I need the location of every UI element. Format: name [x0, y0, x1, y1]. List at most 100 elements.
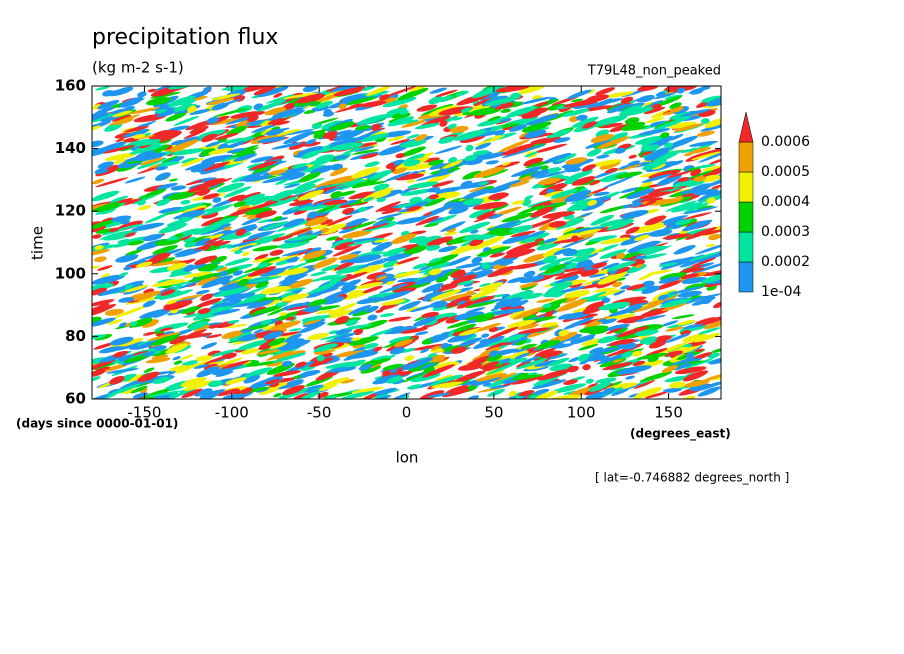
field-texture: [265, 128, 285, 136]
field-texture: [203, 363, 218, 370]
field-texture: [233, 200, 251, 207]
field-texture: [571, 216, 581, 221]
field-texture: [607, 103, 630, 114]
field-texture: [336, 350, 365, 358]
field-texture: [628, 154, 637, 159]
field-texture: [235, 228, 247, 236]
field-texture: [439, 95, 454, 102]
field-texture: [197, 263, 219, 272]
field-texture: [269, 342, 288, 349]
field-texture: [393, 339, 413, 348]
field-texture: [696, 130, 715, 137]
field-texture: [169, 178, 178, 182]
field-texture: [558, 329, 569, 337]
field-texture: [95, 177, 129, 188]
field-texture: [613, 290, 626, 296]
field-texture: [616, 365, 652, 375]
field-texture: [257, 136, 287, 143]
field-texture: [606, 219, 634, 231]
field-texture: [142, 233, 164, 242]
field-texture: [165, 139, 199, 154]
field-texture: [577, 353, 590, 362]
field-texture: [227, 319, 240, 324]
field-texture: [434, 145, 463, 155]
field-texture: [602, 175, 634, 189]
x-tick-label: -50: [307, 404, 332, 422]
field-texture: [630, 201, 643, 208]
field-texture: [486, 353, 503, 362]
field-texture: [303, 318, 322, 325]
field-texture: [130, 385, 148, 394]
field-texture: [695, 243, 721, 255]
field-texture: [551, 383, 587, 394]
field-texture: [693, 189, 719, 196]
field-texture: [226, 125, 247, 136]
field-texture: [195, 289, 210, 295]
field-texture: [588, 273, 606, 278]
field-texture: [425, 173, 451, 184]
field-texture: [570, 227, 595, 234]
field-texture: [92, 248, 110, 257]
field-texture: [653, 92, 676, 100]
field-texture: [94, 141, 127, 154]
field-texture: [272, 120, 290, 126]
field-texture: [180, 199, 191, 205]
field-texture: [395, 216, 426, 225]
field-texture: [488, 227, 506, 235]
field-texture: [414, 272, 447, 285]
field-texture: [435, 89, 458, 98]
field-texture: [367, 314, 378, 321]
field-texture: [485, 342, 507, 351]
field-texture: [641, 151, 653, 156]
field-texture: [330, 142, 364, 151]
field-texture: [92, 219, 117, 231]
field-texture: [605, 167, 618, 174]
field-texture: [392, 287, 417, 293]
field-texture: [360, 365, 381, 374]
field-texture: [275, 302, 289, 307]
field-texture: [564, 290, 591, 298]
field-texture: [619, 106, 654, 116]
field-texture: [625, 226, 640, 234]
field-texture: [329, 167, 348, 177]
field-texture: [232, 270, 244, 276]
field-texture: [671, 201, 704, 213]
field-texture: [394, 173, 425, 181]
field-texture: [387, 316, 412, 322]
colorbar-box: [738, 201, 754, 233]
field-texture: [581, 164, 597, 172]
field-texture: [193, 306, 226, 321]
field-texture: [514, 144, 545, 155]
field-texture: [593, 191, 610, 197]
field-texture: [224, 137, 247, 144]
field-texture: [473, 166, 506, 178]
x-tick-label: 50: [484, 404, 503, 422]
field-texture: [646, 199, 657, 205]
field-texture: [703, 373, 721, 382]
field-texture: [540, 269, 566, 276]
field-texture: [562, 227, 576, 234]
field-texture: [706, 197, 716, 204]
field-texture: [537, 177, 561, 185]
field-texture: [237, 339, 268, 351]
field-texture: [479, 282, 491, 287]
field-texture: [92, 283, 114, 294]
field-texture: [659, 132, 670, 139]
field-texture: [321, 264, 340, 272]
field-texture: [639, 371, 673, 383]
field-texture: [204, 237, 221, 244]
field-texture: [216, 182, 245, 193]
field-texture: [355, 282, 384, 289]
field-texture: [442, 160, 463, 169]
field-texture: [109, 227, 119, 233]
field-texture: [92, 317, 116, 327]
field-texture: [634, 264, 644, 268]
field-texture: [272, 195, 303, 207]
field-texture: [416, 104, 437, 112]
field-texture: [508, 390, 517, 397]
field-texture: [555, 276, 574, 284]
field-texture: [252, 245, 280, 252]
field-texture: [673, 123, 704, 132]
y-tick-label: 60: [65, 390, 86, 408]
field-texture: [403, 245, 427, 255]
